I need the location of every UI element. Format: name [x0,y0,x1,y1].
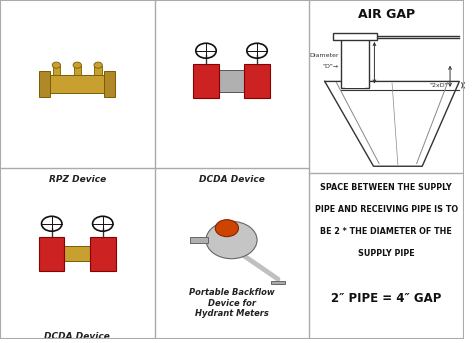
Text: DCDA Device: DCDA Device [44,332,110,342]
Text: PIPE AND RECEIVING PIPE IS TO: PIPE AND RECEIVING PIPE IS TO [315,205,458,214]
Bar [43,246,112,261]
Text: SUPPLY PIPE: SUPPLY PIPE [358,249,415,258]
Bar [39,71,50,97]
Bar [90,237,116,271]
Bar [104,71,115,97]
Bar [190,237,208,244]
Text: Portable Backflow
Device for
Hydrant Meters: Portable Backflow Device for Hydrant Met… [189,288,274,318]
Circle shape [94,62,102,68]
Bar [244,63,270,97]
Bar [193,63,219,97]
Bar [45,75,109,93]
Bar [345,40,365,88]
Text: 2″ PIPE = 4″ GAP: 2″ PIPE = 4″ GAP [331,292,441,305]
Bar [271,281,285,284]
Circle shape [206,221,257,259]
Text: RPZ Device: RPZ Device [49,175,106,184]
Text: SPACE BETWEEN THE SUPPLY: SPACE BETWEEN THE SUPPLY [320,183,452,192]
Text: "2xD": "2xD" [429,83,448,88]
Text: "D"→: "D"→ [323,64,339,69]
Text: AIR GAP: AIR GAP [358,9,415,22]
Circle shape [73,62,82,68]
Bar [39,237,64,271]
Bar [53,66,60,75]
Bar [73,66,81,75]
Bar [94,66,102,75]
Bar [333,33,377,40]
Bar [197,73,266,88]
Text: DCDA Device: DCDA Device [199,175,264,184]
Circle shape [215,220,238,237]
Polygon shape [325,81,459,166]
Bar [341,37,369,88]
Text: BE 2 * THE DIAMETER OF THE: BE 2 * THE DIAMETER OF THE [320,227,452,236]
Bar [213,70,250,92]
Text: Diameter: Diameter [309,54,339,59]
Circle shape [52,62,61,68]
